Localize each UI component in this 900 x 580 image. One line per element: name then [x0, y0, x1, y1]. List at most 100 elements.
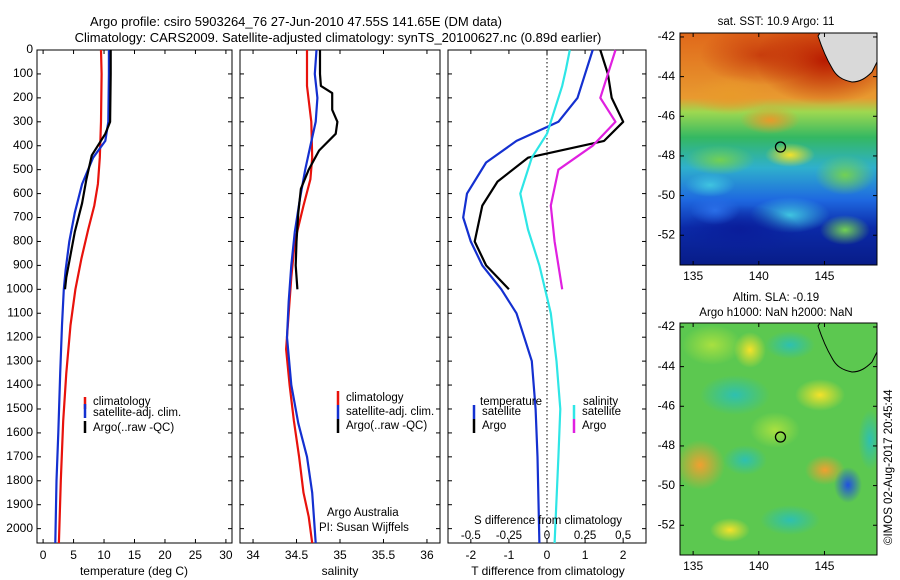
difference-panel: -2 -1 0 1 2 -0.5 -0.25 0 0.25 0.5 S difference f… — [447, 49, 647, 578]
lon-tick-label: 135 — [683, 269, 703, 283]
depth-tick-label: 1900 — [6, 497, 33, 511]
temperature-legend: climatology satellite-adj. clim. Argo(..… — [83, 396, 181, 434]
x-tick-label: 5 — [70, 548, 77, 562]
series-line-argo — [549, 49, 617, 290]
salinity-axes-box — [239, 49, 441, 544]
attribution-line2: PI: Susan Wijffels — [319, 522, 409, 534]
sla-map-panel: Altim. SLA: -0.19 Argo h1000: NaN h2000:… — [658, 292, 878, 573]
depth-tick-label: 400 — [13, 138, 33, 152]
lat-tick-label: -42 — [658, 319, 676, 333]
series-line-satellite — [519, 49, 571, 544]
series-line-climatology — [57, 49, 103, 544]
lat-tick-label: -42 — [658, 29, 676, 43]
depth-tick-label: 1800 — [6, 473, 33, 487]
x-tick-label: 34 — [246, 548, 260, 562]
legend-satellite-adj: satellite-adj. clim. — [93, 407, 181, 419]
sla-map-title-line2: Argo h1000: NaN h2000: NaN — [699, 307, 852, 319]
x-tick-label: 0 — [40, 548, 47, 562]
x-tick-label: 34.5 — [285, 548, 309, 562]
difference-legend: temperature salinity satellite Argo sate… — [472, 396, 621, 433]
depth-tick-label: 600 — [13, 186, 33, 200]
series-line-argo-raw-qc- — [63, 50, 112, 290]
lon-tick-label: 140 — [749, 269, 769, 283]
salinity-difference-secondary-axis: -0.5 -0.25 0 0.25 0.5 — [461, 530, 631, 542]
lat-tick-label: -50 — [658, 188, 676, 202]
lat-tick-label: -44 — [658, 359, 676, 373]
depth-tick-label: 1700 — [6, 449, 33, 463]
salinity-panel: 34 34.5 35 35.5 36 salinity climatology sate… — [239, 49, 441, 578]
legend-salinity-heading: salinity — [583, 396, 618, 408]
secondary-tick-label: 0.5 — [615, 530, 631, 542]
x-tick-label: 36 — [420, 548, 434, 562]
argo-float-marker — [774, 141, 787, 153]
sst-map-panel: sat. SST: 10.9 Argo: 11 -42-44-46-48-50-… — [658, 16, 878, 283]
depth-tick-label: 1200 — [6, 329, 33, 343]
difference-x-axis: -2 -1 0 1 2 — [466, 50, 627, 562]
series-line-satellite — [462, 49, 594, 544]
salinity-depth-ticks — [240, 49, 440, 530]
secondary-tick-label: -0.5 — [461, 530, 481, 542]
temperature-series — [54, 49, 112, 544]
salinity-legend: climatology satellite-adj. clim. Argo(..… — [336, 391, 434, 433]
x-tick-label: 1 — [582, 548, 589, 562]
secondary-tick-label: 0.25 — [574, 530, 596, 542]
sst-map-title: sat. SST: 10.9 Argo: 11 — [718, 16, 835, 28]
depth-tick-label: 1100 — [7, 305, 33, 319]
temperature-xlabel: temperature (deg C) — [80, 564, 188, 578]
lat-tick-label: -50 — [658, 478, 676, 492]
figure-title-line1: Argo profile: csiro 5903264_76 27-Jun-20… — [90, 14, 502, 29]
lon-tick-label: 135 — [683, 559, 703, 573]
sla-map-title-line1: Altim. SLA: -0.19 — [733, 292, 819, 304]
lon-tick-label: 145 — [814, 559, 834, 573]
x-tick-label: 20 — [158, 548, 172, 562]
lat-tick-label: -48 — [658, 148, 676, 162]
x-tick-label: 25 — [189, 548, 203, 562]
sla-map-axes: -42 -44 -46 -48 -50 -52 135 140 145 — [658, 319, 877, 573]
figure-title-line2: Climatology: CARS2009. Satellite-adjuste… — [75, 30, 602, 45]
salinity-series — [285, 49, 339, 544]
depth-tick-label: 1400 — [6, 377, 33, 391]
lat-tick-label: -52 — [658, 517, 676, 531]
legend-temperature-satellite: satellite — [482, 406, 521, 418]
lat-tick-label: -48 — [658, 438, 676, 452]
x-tick-label: -2 — [466, 548, 477, 562]
salinity-x-axis: 34 34.5 35 35.5 36 — [246, 50, 434, 562]
credit-text: ©IMOS 02-Aug-2017 20:45:44 — [883, 389, 895, 545]
temperature-panel: 0100200300400500600700800900100011001200… — [6, 42, 233, 578]
temperature-x-axis: 0 5 10 15 20 25 30 — [40, 50, 233, 562]
legend-salinity-argo: Argo — [582, 420, 606, 432]
depth-tick-label: 0 — [26, 42, 33, 56]
series-line-argo-raw-qc- — [294, 50, 339, 290]
x-tick-label: 2 — [620, 548, 627, 562]
legend-temperature-argo: Argo — [482, 420, 506, 432]
legend-argo: Argo(..raw -QC) — [346, 420, 427, 432]
series-line-satellite-adj-clim- — [285, 49, 319, 544]
depth-tick-label: 1000 — [6, 281, 33, 295]
depth-tick-label: 700 — [13, 210, 33, 224]
temperature-axes-box — [36, 49, 233, 544]
sst-map-axes: -42 -44 -46 -48 -50 -52 135 140 145 — [658, 29, 877, 283]
lon-tick-label: 140 — [749, 559, 769, 573]
depth-tick-label: 800 — [13, 234, 33, 248]
depth-tick-label: 200 — [13, 90, 33, 104]
tasmania-coastline-sla — [817, 323, 877, 373]
lat-tick-label: -52 — [658, 227, 676, 241]
lat-tick-label: -46 — [658, 398, 676, 412]
depth-tick-label: 1600 — [6, 425, 33, 439]
lon-tick-label: 145 — [814, 269, 834, 283]
depth-tick-label: 1300 — [6, 353, 33, 367]
lat-tick-label: -46 — [658, 108, 676, 122]
argo-float-marker-sla — [774, 431, 787, 443]
legend-salinity-satellite: satellite — [582, 406, 621, 418]
x-tick-label: 15 — [128, 548, 142, 562]
salinity-xlabel: salinity — [322, 564, 359, 578]
lat-tick-label: -44 — [658, 69, 676, 83]
depth-tick-label: 900 — [13, 258, 33, 272]
series-line-argo — [473, 49, 625, 291]
sla-map-frame — [679, 322, 878, 556]
sst-map-frame — [679, 32, 878, 266]
legend-satellite-adj: satellite-adj. clim. — [346, 406, 434, 418]
x-tick-label: 35 — [333, 548, 347, 562]
depth-tick-label: 2000 — [6, 521, 33, 535]
